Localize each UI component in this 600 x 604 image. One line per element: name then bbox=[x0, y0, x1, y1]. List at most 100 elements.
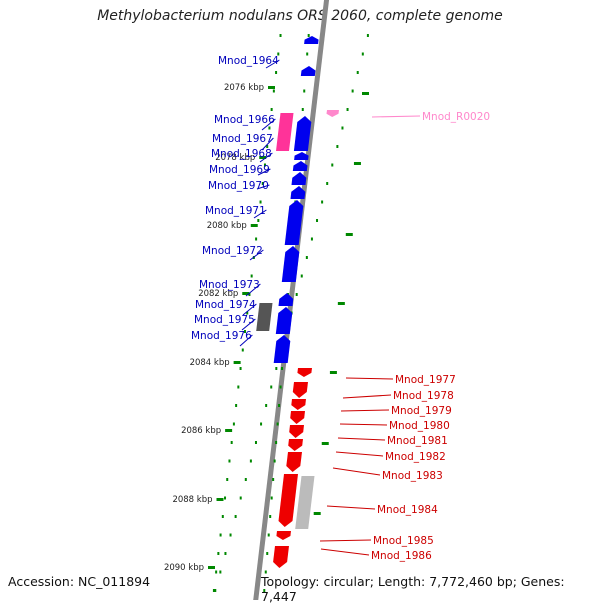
guide-track-inner-left-dot bbox=[224, 496, 227, 500]
scale-label: 2078 kbp bbox=[215, 153, 255, 163]
gene-leader-line bbox=[257, 168, 271, 176]
forward-gene-arrow bbox=[300, 66, 316, 76]
guide-track-outer-right-dot bbox=[361, 52, 364, 56]
scale-mark-right bbox=[337, 302, 345, 305]
guide-track-inner-left-dot bbox=[215, 570, 218, 574]
guide-track-outer-right-dot bbox=[244, 478, 247, 481]
guide-track-outer-right-dot bbox=[321, 200, 324, 204]
gene-label: Mnod_1981 bbox=[387, 435, 448, 447]
guide-track-outer-right-dot bbox=[295, 293, 298, 296]
guide-track-outer-right-dot bbox=[300, 274, 303, 278]
forward-gene-arrow bbox=[304, 36, 319, 44]
gene-label: Mnod_1969 bbox=[209, 164, 270, 176]
guide-track-right-dot bbox=[276, 422, 279, 426]
gene-leader-line bbox=[242, 303, 257, 316]
scale-mark bbox=[242, 292, 250, 295]
reverse-gene-arrow bbox=[297, 368, 312, 377]
scale-label: 2084 kbp bbox=[190, 358, 230, 368]
guide-track-outer-right-dot bbox=[254, 441, 257, 444]
guide-track-right-dot bbox=[281, 367, 284, 370]
reverse-gene-arrow bbox=[278, 474, 298, 527]
scale-mark bbox=[233, 361, 241, 364]
gene-leader-line bbox=[337, 437, 386, 441]
guide-track-right-dot bbox=[275, 441, 278, 444]
scale-label: 2088 kbp bbox=[172, 495, 212, 505]
guide-track-right-dot bbox=[307, 34, 310, 37]
gene-leader-line bbox=[249, 249, 264, 261]
guide-track-inner-left-dot bbox=[219, 533, 222, 537]
gene-label: Mnod_1980 bbox=[389, 420, 450, 432]
guide-track-outer-right-dot bbox=[310, 237, 313, 241]
gene-label: Mnod_1977 bbox=[395, 374, 456, 386]
guide-track-inner-left-dot bbox=[226, 478, 229, 481]
guide-track-outer-right-dot bbox=[249, 459, 252, 463]
guide-track-right-dot bbox=[263, 589, 266, 592]
guide-track-inner-left-dot bbox=[257, 219, 260, 222]
guide-track-outer-right-dot bbox=[336, 145, 339, 148]
forward-gene-arrow bbox=[273, 335, 291, 363]
gene-label: Mnod_1967 bbox=[212, 133, 273, 145]
guide-track-outer-right-dot bbox=[239, 496, 242, 500]
gene-leader-line bbox=[345, 377, 394, 380]
gene-leader-line bbox=[326, 505, 376, 510]
guide-track-right-dot bbox=[306, 52, 309, 56]
guide-track-outer-right-dot bbox=[341, 126, 344, 130]
guide-track-inner-left-dot bbox=[261, 182, 264, 185]
guide-track-inner-left-dot bbox=[221, 515, 224, 518]
reverse-gene-arrow bbox=[291, 399, 306, 410]
guide-track-outer-right-dot bbox=[265, 404, 268, 407]
guide-track-outer-right-dot bbox=[275, 367, 278, 370]
reverse-gene-arrow bbox=[273, 546, 289, 568]
guide-track-inner-left-dot bbox=[235, 404, 238, 407]
guide-track-inner-left-dot bbox=[230, 441, 233, 444]
gene-leader-line bbox=[340, 409, 390, 412]
gene-label: Mnod_1974 bbox=[195, 299, 256, 311]
gene-label: Mnod_1979 bbox=[391, 405, 452, 417]
guide-track-inner-left-dot bbox=[246, 311, 249, 315]
scale-mark bbox=[208, 566, 215, 569]
guide-track-inner-left-dot bbox=[232, 422, 235, 426]
gene-label: Mnod_1986 bbox=[371, 550, 432, 562]
scale-label: 2082 kbp bbox=[198, 289, 238, 299]
gene-label: Mnod_R0020 bbox=[422, 111, 490, 123]
gene-leader-line bbox=[332, 467, 381, 476]
scale-mark-right bbox=[313, 512, 321, 515]
reverse-gene-arrow bbox=[289, 425, 304, 438]
gene-leader-line bbox=[371, 115, 421, 118]
gene-label: Mnod_1975 bbox=[194, 314, 255, 326]
guide-track-inner-left-dot bbox=[250, 274, 253, 278]
gene-label: Mnod_1966 bbox=[214, 114, 275, 126]
gene-label: Mnod_1985 bbox=[373, 535, 434, 547]
gene-leader-line bbox=[245, 283, 261, 297]
guide-track-inner-left-dot bbox=[279, 34, 282, 37]
scale-mark bbox=[259, 156, 267, 159]
guide-track-outer-right-dot bbox=[351, 89, 354, 93]
guide-track-inner-left-dot bbox=[237, 385, 240, 389]
scale-label: 2080 kbp bbox=[207, 221, 247, 231]
guide-track-right-dot bbox=[278, 404, 281, 407]
reverse-gene-arrow bbox=[290, 411, 305, 424]
guide-track-inner-left-dot bbox=[263, 163, 266, 167]
guide-track-inner-left-dot bbox=[228, 459, 231, 463]
pseudo-gene-block bbox=[295, 476, 315, 529]
gene-leader-line bbox=[339, 423, 388, 426]
guide-track-outer-right-dot bbox=[346, 108, 349, 111]
guide-track-inner-left-dot bbox=[217, 552, 220, 555]
scale-label: 2076 kbp bbox=[224, 83, 264, 93]
forward-gene-arrow bbox=[281, 246, 300, 282]
guide-track-inner-left-dot bbox=[212, 589, 215, 592]
forward-gene-arrow bbox=[294, 152, 309, 160]
guide-track-outer-right-dot bbox=[260, 422, 263, 426]
gene-label: Mnod_1971 bbox=[205, 205, 266, 217]
guide-track-inner-left-dot bbox=[239, 367, 242, 370]
rna-marker-arrow bbox=[326, 110, 339, 117]
forward-gene-arrow bbox=[291, 172, 307, 185]
guide-track-right-dot bbox=[264, 570, 267, 574]
guide-track-outer-right-dot bbox=[224, 552, 227, 555]
guide-track-right-dot bbox=[266, 552, 269, 555]
guide-track-outer-right-dot bbox=[316, 219, 319, 222]
guide-track-outer-right-dot bbox=[270, 385, 273, 389]
scale-mark-right bbox=[321, 442, 329, 445]
guide-track-inner-left-dot bbox=[268, 126, 271, 130]
forward-gene-arrow bbox=[275, 307, 293, 334]
